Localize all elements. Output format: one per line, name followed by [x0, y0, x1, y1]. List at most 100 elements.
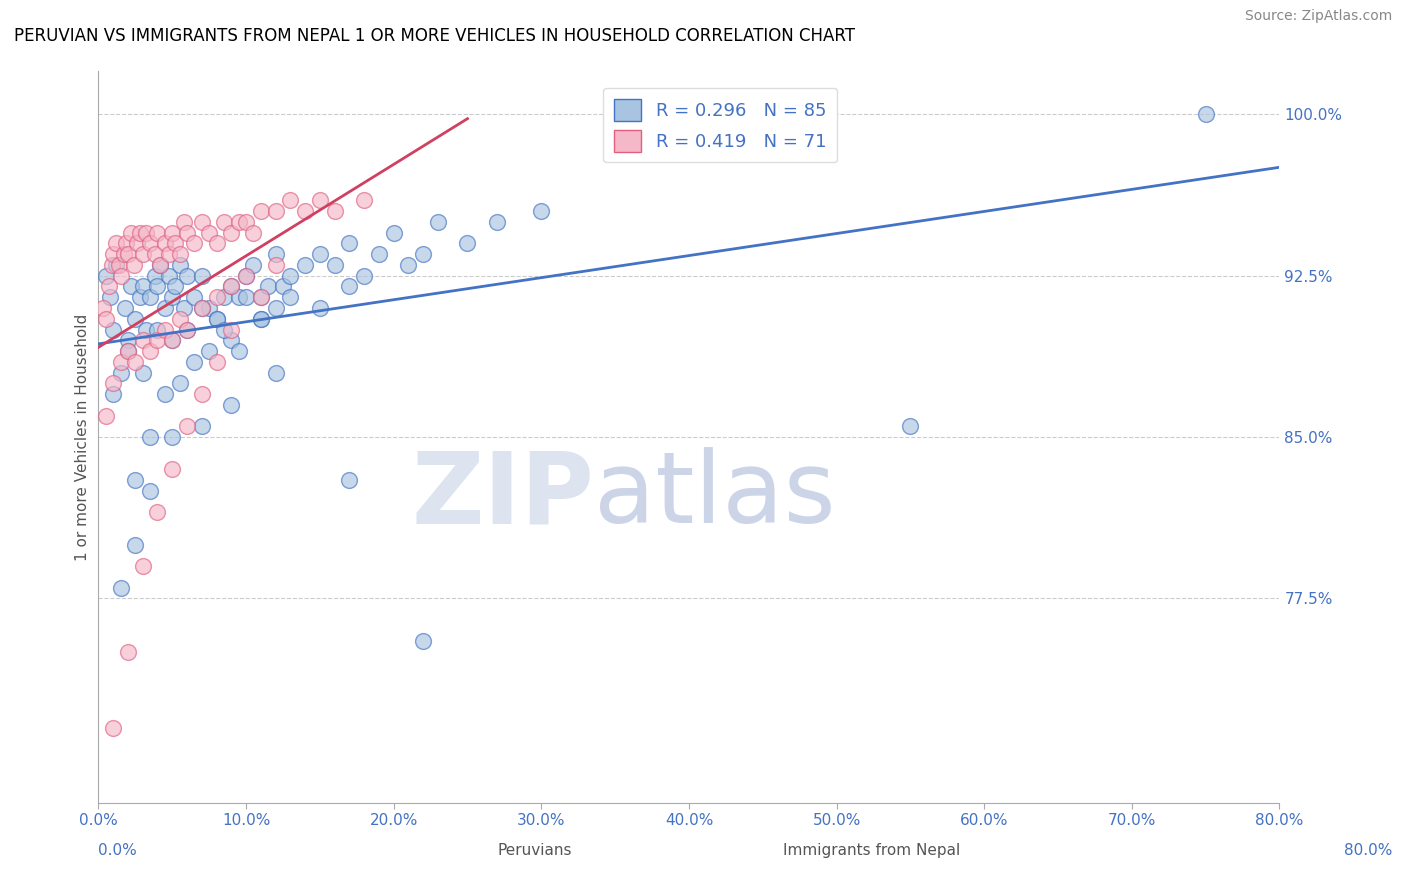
- Point: [162, 226, 183, 240]
- Point: [228, 215, 250, 229]
- Point: [157, 247, 180, 261]
- Point: [212, 215, 235, 229]
- Point: [110, 268, 132, 283]
- Point: [135, 226, 157, 240]
- Point: [146, 279, 169, 293]
- Point: [486, 215, 509, 229]
- Point: [108, 258, 131, 272]
- Point: [149, 258, 172, 272]
- Y-axis label: 1 or more Vehicles in Household: 1 or more Vehicles in Household: [75, 313, 90, 561]
- Text: atlas: atlas: [595, 447, 837, 544]
- Text: Peruvians: Peruvians: [498, 843, 571, 858]
- Point: [412, 634, 434, 648]
- Point: [162, 430, 183, 444]
- Point: [110, 355, 132, 369]
- Point: [183, 236, 205, 251]
- Point: [1195, 107, 1218, 121]
- Point: [221, 226, 243, 240]
- Point: [353, 194, 375, 208]
- Point: [191, 419, 214, 434]
- Point: [250, 290, 273, 304]
- Point: [264, 204, 287, 219]
- Point: [264, 366, 287, 380]
- Point: [456, 236, 478, 251]
- Point: [157, 268, 180, 283]
- Point: [264, 258, 287, 272]
- Point: [323, 204, 346, 219]
- Point: [235, 290, 257, 304]
- Point: [176, 419, 198, 434]
- Point: [205, 236, 228, 251]
- Point: [165, 279, 187, 293]
- Point: [162, 333, 183, 347]
- Point: [198, 226, 221, 240]
- Point: [165, 236, 187, 251]
- Point: [110, 581, 132, 595]
- Point: [146, 322, 169, 336]
- Point: [162, 290, 183, 304]
- Text: PERUVIAN VS IMMIGRANTS FROM NEPAL 1 OR MORE VEHICLES IN HOUSEHOLD CORRELATION CH: PERUVIAN VS IMMIGRANTS FROM NEPAL 1 OR M…: [14, 27, 855, 45]
- Point: [250, 204, 273, 219]
- Point: [139, 290, 162, 304]
- Point: [339, 279, 360, 293]
- Point: [132, 559, 155, 574]
- Point: [162, 333, 183, 347]
- Point: [139, 483, 162, 498]
- Point: [128, 290, 150, 304]
- Point: [100, 258, 122, 272]
- Point: [264, 301, 287, 315]
- Point: [139, 236, 162, 251]
- Point: [264, 247, 287, 261]
- Point: [427, 215, 450, 229]
- Point: [228, 344, 250, 359]
- Point: [530, 204, 553, 219]
- Point: [94, 311, 117, 326]
- Point: [212, 290, 235, 304]
- Point: [309, 247, 332, 261]
- Point: [412, 247, 434, 261]
- Point: [176, 322, 198, 336]
- Point: [120, 279, 142, 293]
- Point: [183, 355, 205, 369]
- Point: [143, 268, 166, 283]
- Point: [353, 268, 375, 283]
- Point: [339, 236, 360, 251]
- Text: 80.0%: 80.0%: [1344, 843, 1392, 858]
- Point: [153, 236, 176, 251]
- Point: [278, 268, 302, 283]
- Point: [146, 505, 169, 519]
- Point: [176, 322, 198, 336]
- Point: [235, 268, 257, 283]
- Point: [124, 311, 146, 326]
- Point: [278, 290, 302, 304]
- Text: 0.0%: 0.0%: [98, 843, 138, 858]
- Point: [257, 279, 280, 293]
- Point: [382, 226, 405, 240]
- Point: [110, 366, 132, 380]
- Point: [309, 194, 332, 208]
- Point: [117, 247, 139, 261]
- Point: [103, 322, 125, 336]
- Legend: R = 0.296   N = 85, R = 0.419   N = 71: R = 0.296 N = 85, R = 0.419 N = 71: [603, 87, 837, 162]
- Point: [191, 301, 214, 315]
- Point: [103, 387, 125, 401]
- Point: [105, 236, 128, 251]
- Point: [396, 258, 419, 272]
- Point: [250, 311, 273, 326]
- Point: [98, 290, 121, 304]
- Point: [205, 355, 228, 369]
- Point: [162, 462, 183, 476]
- Point: [91, 301, 114, 315]
- Point: [228, 290, 250, 304]
- Point: [173, 215, 195, 229]
- Point: [132, 366, 155, 380]
- Point: [103, 721, 125, 735]
- Point: [235, 268, 257, 283]
- Point: [271, 279, 294, 293]
- Point: [235, 215, 257, 229]
- Point: [132, 333, 155, 347]
- Point: [124, 355, 146, 369]
- Point: [221, 333, 243, 347]
- Point: [368, 247, 391, 261]
- Point: [205, 311, 228, 326]
